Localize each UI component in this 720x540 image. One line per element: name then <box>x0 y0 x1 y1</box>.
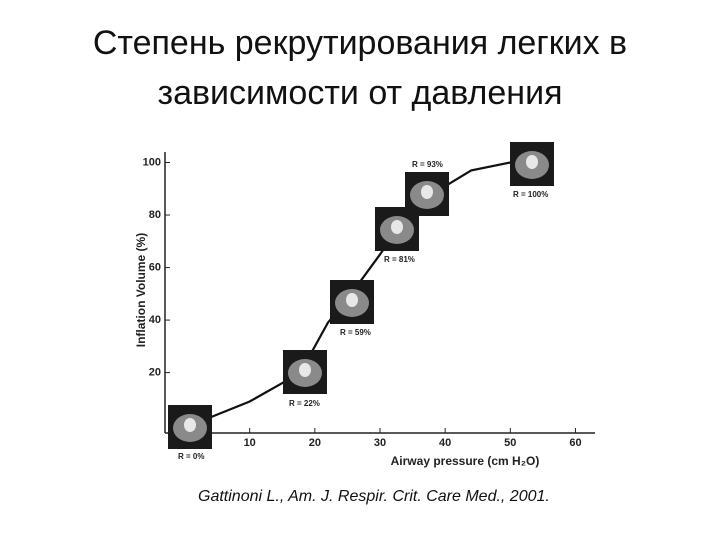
x-tick-label: 10 <box>244 437 256 449</box>
annotation: R = 81% <box>384 255 415 264</box>
x-tick-label: 50 <box>504 437 516 449</box>
annotation: R = 59% <box>340 328 371 337</box>
ct-image-center <box>299 363 311 377</box>
x-tick-label: 60 <box>569 437 581 449</box>
x-tick-label: 30 <box>374 437 386 449</box>
ct-image-center <box>391 220 403 234</box>
y-tick-label: 100 <box>143 156 161 168</box>
x-tick-label: 20 <box>309 437 321 449</box>
y-tick-label: 60 <box>149 261 161 273</box>
x-axis-label: Airway pressure (cm H₂O) <box>391 454 540 468</box>
ct-image-center <box>526 155 538 169</box>
y-tick-label: 20 <box>149 367 161 379</box>
chart-title: Степень рекрутирования легких в зависимо… <box>92 24 628 112</box>
ct-image-center <box>346 293 358 307</box>
annotation: R = 93% <box>412 160 443 169</box>
annotation: R = 100% <box>513 190 548 199</box>
chart: Airway pressure (cm H₂O) Inflation Volum… <box>134 142 595 468</box>
citation: Gattinoni L., Am. J. Respir. Crit. Care … <box>198 488 550 505</box>
ct-image-center <box>421 185 433 199</box>
x-tick-label: 40 <box>439 437 451 449</box>
y-tick-label: 80 <box>149 209 161 221</box>
annotation: R = 0% <box>178 452 204 461</box>
y-axis-label: Inflation Volume (%) <box>134 233 148 347</box>
ct-image-center <box>184 418 196 432</box>
y-tick-label: 40 <box>149 314 161 326</box>
annotation: R = 22% <box>289 399 320 408</box>
